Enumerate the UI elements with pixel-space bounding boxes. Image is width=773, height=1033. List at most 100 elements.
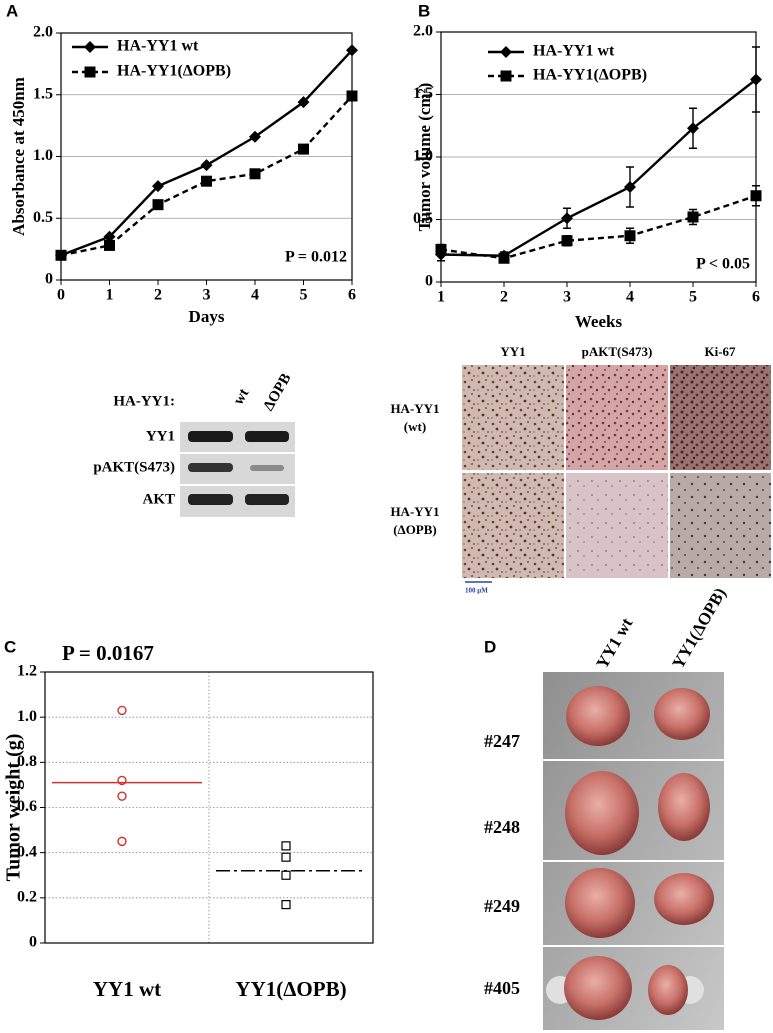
y-tick-label: 0.4 [17, 843, 37, 860]
annotation: P = 0.012 [285, 249, 347, 266]
plot-frame [60, 32, 353, 281]
tumor-photo [564, 956, 632, 1020]
plot-frame [44, 671, 374, 944]
y-tick-label: 0.5 [413, 210, 433, 227]
histology-row-label: (ΔOPB) [393, 522, 437, 537]
histology-grid [462, 365, 771, 583]
x-tick-label: 2 [154, 287, 162, 304]
data-point [55, 249, 67, 261]
x-axis-title: Days [189, 307, 225, 326]
legend-marker [84, 66, 96, 78]
blot-band [188, 494, 233, 505]
photo-column-label: YY1(ΔOPB) [668, 585, 729, 672]
data-point [104, 239, 115, 251]
photo-row-label: #248 [484, 817, 520, 837]
data-point [281, 841, 291, 851]
panel-label: C [4, 637, 16, 656]
data-point [624, 230, 636, 242]
y-tick-label: 2.0 [33, 24, 53, 41]
blot-row-label: pAKT(S473) [93, 459, 175, 475]
y-tick-label: 0.6 [17, 798, 37, 815]
histology-row-label: (wt) [404, 419, 426, 434]
y-tick-label: 1.5 [413, 85, 433, 102]
data-point [750, 73, 762, 86]
x-tick-label: 4 [626, 289, 634, 306]
legend-label: HA-YY1 wt [117, 38, 199, 55]
data-point [281, 852, 291, 862]
data-point [346, 44, 358, 57]
tumor-photos [543, 672, 724, 1030]
data-point [687, 122, 699, 135]
data-point [435, 244, 447, 255]
x-tick-label: 3 [203, 287, 211, 304]
blot-row-label: AKT [142, 491, 175, 507]
data-point [117, 791, 127, 801]
histology-column-label: pAKT(S473) [582, 344, 653, 359]
blot-band [188, 463, 233, 472]
histology-row-label: HA-YY1 [390, 401, 439, 416]
x-tick-label: YY1 wt [93, 977, 161, 1001]
y-tick-label: 0 [29, 934, 37, 951]
data-point [281, 900, 291, 910]
plot-frame [440, 31, 757, 283]
data-point [117, 836, 127, 847]
legend-marker [84, 41, 96, 53]
data-point [201, 175, 212, 187]
tumor-photo [565, 868, 635, 938]
data-point [624, 181, 636, 193]
photo-row-label: #405 [484, 978, 520, 998]
y-tick-label: 1.0 [33, 147, 53, 164]
histology-image [670, 365, 771, 470]
panel-label: A [6, 1, 18, 20]
legend-label: HA-YY1(ΔOPB) [117, 63, 231, 80]
data-point [152, 199, 164, 211]
y-tick-label: 0 [425, 273, 433, 290]
x-tick-label: 4 [251, 287, 259, 304]
western-blot [180, 422, 295, 517]
y-axis-title: Tumor volume (cm²) [415, 83, 434, 232]
scale-label: 100 μM [465, 587, 488, 595]
series-line [60, 95, 353, 257]
histology-image [462, 365, 564, 470]
data-point [561, 235, 573, 247]
y-tick-label: 0 [45, 271, 53, 288]
legend-label: HA-YY1(ΔOPB) [533, 67, 647, 84]
x-tick-label: 1 [106, 287, 114, 304]
data-point [498, 252, 510, 264]
y-tick-label: 0.5 [33, 209, 53, 226]
tumor-photo [658, 773, 710, 841]
data-point [249, 168, 261, 180]
x-tick-label: 5 [689, 289, 697, 306]
y-tick-label: 1.2 [17, 663, 37, 680]
data-point [298, 143, 309, 155]
y-axis-title: Absorbance at 450nm [9, 77, 28, 236]
x-tick-label: YY1(ΔOPB) [235, 977, 346, 1001]
data-point [281, 870, 291, 880]
histology-column-label: Ki-67 [704, 344, 736, 359]
annotation: P < 0.05 [696, 256, 750, 273]
data-point [561, 212, 573, 225]
blot-lane-label: ΔOPB [261, 371, 295, 414]
legend-label: HA-YY1 wt [533, 43, 615, 60]
histology-image [566, 365, 668, 470]
blot-header: HA-YY1: [113, 393, 175, 409]
y-tick-label: 0.8 [17, 753, 37, 770]
y-tick-label: 2.0 [413, 23, 433, 40]
x-tick-label: 6 [348, 287, 356, 304]
data-point [297, 96, 310, 109]
legend-marker [500, 70, 512, 82]
blot-band [188, 431, 233, 442]
y-tick-label: 1.5 [33, 85, 53, 102]
tumor-photo [654, 688, 710, 740]
y-tick-label: 1.0 [413, 148, 433, 165]
data-point [117, 705, 127, 716]
annotation: P = 0.0167 [62, 641, 154, 665]
blot-band [245, 494, 289, 505]
series-line [440, 194, 757, 260]
panel-label: D [484, 637, 496, 656]
tumor-photo [565, 771, 639, 855]
legend-marker [500, 46, 512, 58]
panel-label: B [418, 1, 430, 20]
data-point [103, 230, 116, 243]
tumor-photo [654, 873, 714, 925]
